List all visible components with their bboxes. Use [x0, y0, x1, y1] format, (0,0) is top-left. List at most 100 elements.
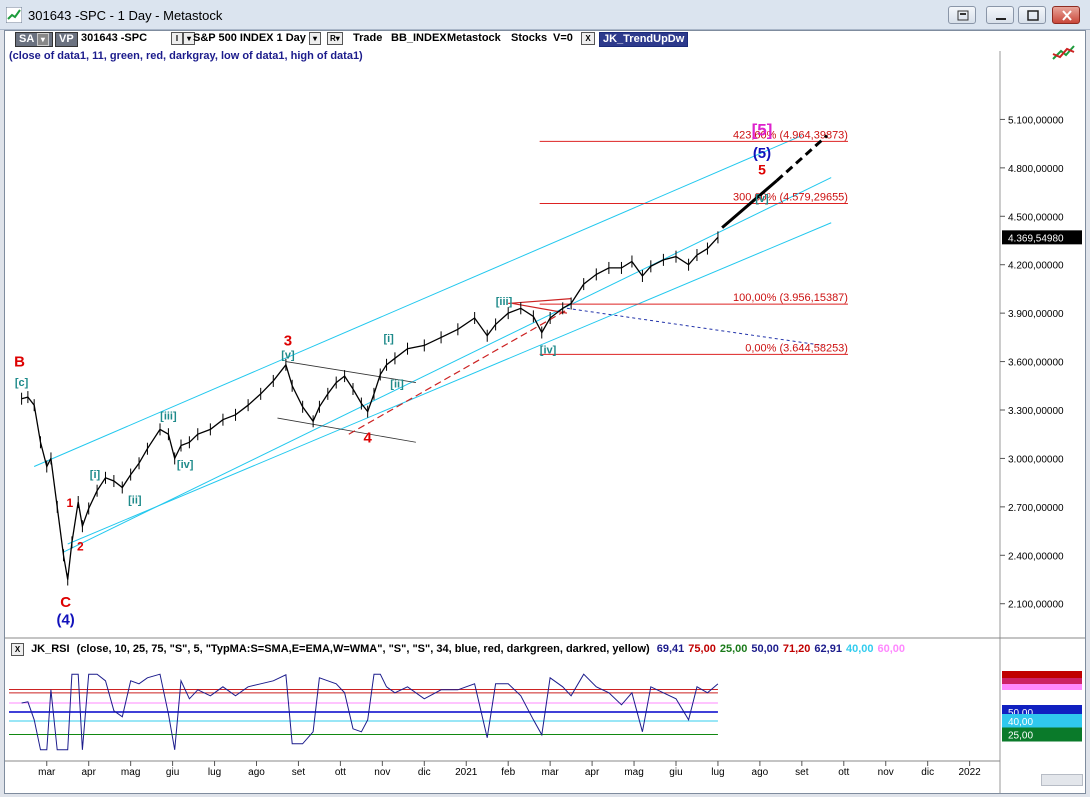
x-tick-label: apr [585, 767, 600, 778]
indicator-chip[interactable]: JK_TrendUpDw [599, 32, 689, 47]
restore-chart-button[interactable] [948, 6, 976, 24]
y-tick-label: 4.500,00000 [1008, 212, 1064, 223]
close-icon[interactable]: X [11, 643, 24, 656]
chart-window: SA ▾ VP 301643 -SPC I ▾ S&P 500 INDEX 1 D… [4, 30, 1086, 794]
x-tick-label: giu [669, 767, 682, 778]
chevron-down-icon: ▾ [183, 32, 195, 45]
y-tick-label: 4.200,00000 [1008, 261, 1064, 272]
chevron-down-icon[interactable]: ▾ [36, 33, 49, 46]
price-chart[interactable]: 2.100,00000 2.400,00000 2.700,00000 3.000,0… [5, 31, 1085, 793]
wave-label: [iv] [177, 459, 194, 471]
rsi-params: (close, 10, 25, 75, "S", 5, "TypMA:S=SMA… [76, 643, 650, 655]
wave-label: [i] [383, 333, 394, 345]
wave-label: [v] [755, 193, 769, 205]
remove-indicator-button[interactable]: X [581, 32, 595, 47]
rsi-value: 62,91 [814, 643, 842, 655]
wave-label: [v] [281, 349, 295, 361]
rsi-header: X JK_RSI (close, 10, 25, 75, "S", 5, "Ty… [11, 643, 913, 656]
projection-solid-line [721, 179, 778, 229]
rsi-upper-band [1002, 684, 1082, 690]
wave-label: B [14, 353, 25, 370]
asset-label: Stocks [511, 32, 548, 44]
maximize-icon [1027, 10, 1039, 21]
close-icon [1062, 10, 1072, 21]
y-tick-label: 3.600,00000 [1008, 358, 1064, 369]
fib-level-label: 0,00% (3.644,58253) [745, 342, 848, 354]
trend-tool-icon[interactable] [1051, 41, 1077, 63]
wave-label: [iv] [540, 345, 557, 357]
interval-i-label: I [171, 32, 183, 45]
projection-dashed-line [775, 134, 829, 182]
triangle-line [285, 361, 416, 383]
wave-label: 1 [66, 496, 73, 510]
wave-label: 2 [77, 539, 84, 553]
x-tick-label: 2022 [959, 767, 982, 778]
x-tick-label: ago [752, 767, 769, 778]
x-tick-label: dic [921, 767, 934, 778]
rsi-upper-band [1002, 671, 1082, 678]
minimize-button[interactable] [986, 6, 1014, 24]
sa-button[interactable]: SA ▾ [15, 32, 53, 47]
x-tick-label: ott [335, 767, 346, 778]
wave-label: [iii] [496, 296, 513, 308]
wave-label: [iii] [160, 411, 177, 423]
wave-label: (5) [753, 145, 771, 162]
trade-label[interactable]: Trade [353, 32, 383, 44]
chevron-down-icon[interactable]: ▾ [309, 32, 321, 47]
maximize-button[interactable] [1018, 6, 1046, 24]
x-tick-label: nov [878, 767, 894, 778]
rsi-value: 69,41 [656, 643, 685, 655]
window-title: 301643 -SPC - 1 Day - Metastock [28, 8, 223, 23]
fib-level-label: 100,00% (3.956,15387) [733, 292, 848, 304]
y-tick-label: 5.100,00000 [1008, 115, 1064, 126]
wave-label: 5 [758, 161, 766, 177]
trend-channel-line [63, 177, 832, 553]
x-tick-label: ago [248, 767, 265, 778]
y-tick-label: 3.900,00000 [1008, 309, 1064, 320]
y-tick-label: 2.700,00000 [1008, 503, 1064, 514]
chart-toolbar: SA ▾ VP 301643 -SPC I ▾ S&P 500 INDEX 1 D… [5, 31, 1085, 49]
x-tick-label: mag [624, 767, 643, 778]
horizontal-scrollbar[interactable] [1041, 774, 1083, 786]
price-series-line [21, 236, 719, 580]
x-tick-label: dic [418, 767, 431, 778]
y-tick-label: 2.100,00000 [1008, 600, 1064, 611]
x-tick-label: lug [208, 767, 221, 778]
wave-label: [5] [752, 121, 773, 140]
last-price-label: 4.369,54980 [1008, 233, 1064, 244]
rsi-axis-label: 25,00 [1008, 731, 1033, 742]
r-label: R▾ [327, 32, 343, 45]
trend-channel-line [33, 135, 803, 467]
rsi-axis-box [1002, 714, 1082, 728]
r-dropdown[interactable]: R▾ [327, 32, 343, 47]
rsi-value: 71,20 [782, 643, 811, 655]
window-titlebar: 301643 -SPC - 1 Day - Metastock [0, 0, 1090, 30]
metastock-app-icon [6, 7, 22, 23]
wave-label: 4 [363, 429, 372, 446]
x-tick-label: set [795, 767, 809, 778]
vp-button[interactable]: VP [55, 32, 78, 47]
last-price-box [1002, 230, 1082, 245]
rsi-axis-label: 40,00 [1008, 717, 1033, 728]
indicator-params: (close of data1, 11, green, red, darkgra… [9, 50, 363, 62]
wave-label: [c] [15, 377, 29, 389]
interval-i-dropdown[interactable]: I ▾ [171, 32, 195, 47]
trend-channel-line [67, 222, 832, 545]
y-tick-label: 2.400,00000 [1008, 551, 1064, 562]
rsi-axis-label: 50,00 [1008, 708, 1033, 719]
x-tick-label: lug [711, 767, 724, 778]
wave-label: C [60, 594, 71, 611]
x-tick-label: apr [81, 767, 96, 778]
close-icon: X [581, 32, 595, 45]
x-tick-label: mag [121, 767, 140, 778]
retrace-dotted-line [566, 307, 823, 346]
rsi-series-line [21, 673, 719, 751]
y-tick-label: 3.000,00000 [1008, 454, 1064, 465]
wave-label: [ii] [390, 378, 404, 390]
rsi-value: 40,00 [845, 643, 874, 655]
close-button[interactable] [1052, 6, 1080, 24]
triangle-line [277, 417, 416, 443]
x-tick-label: 2021 [455, 767, 478, 778]
base-channel-dash [348, 309, 568, 435]
rsi-value: 60,00 [877, 643, 906, 655]
